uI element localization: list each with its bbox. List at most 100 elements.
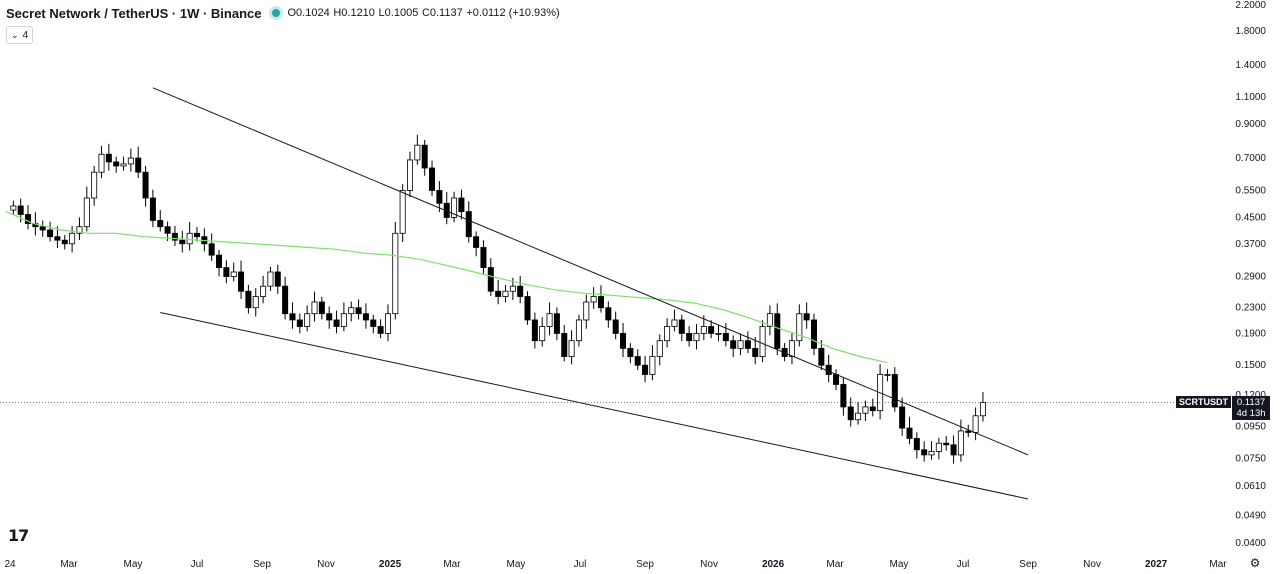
x-tick-label: Mar	[443, 559, 461, 570]
y-tick-label: 0.3700	[1235, 239, 1266, 250]
candle-down	[553, 313, 560, 334]
x-tick-label: Nov	[317, 559, 335, 570]
candle-down	[605, 307, 612, 321]
candle-down	[847, 406, 854, 421]
candle-up	[737, 340, 744, 349]
x-tick-label: Mar	[1209, 559, 1227, 570]
candle-down	[473, 236, 480, 248]
candle-up	[583, 301, 590, 321]
x-tick-label: Sep	[1019, 559, 1037, 570]
candle-up	[384, 313, 391, 334]
candle-up	[414, 144, 421, 161]
candle-down	[965, 430, 972, 433]
candle-down	[752, 347, 759, 357]
candle-up	[715, 333, 722, 335]
ohlc-close: C0.1137	[421, 7, 463, 19]
candle-down	[245, 290, 252, 309]
y-tick-label: 1.8000	[1235, 26, 1266, 37]
x-tick-label: May	[890, 559, 909, 570]
x-tick-label: 24	[4, 559, 16, 570]
candle-up	[76, 226, 83, 234]
candle-down	[296, 319, 303, 327]
candle-up	[539, 326, 546, 342]
candle-down	[833, 374, 840, 385]
candle-up	[546, 313, 553, 327]
candle-down	[54, 236, 61, 241]
y-tick-label: 0.0950	[1235, 422, 1266, 433]
candle-down	[913, 438, 920, 451]
candle-up	[509, 285, 516, 292]
y-tick-label: 0.2300	[1235, 303, 1266, 314]
candle-down	[113, 161, 120, 167]
candle-down	[774, 313, 781, 349]
candle-down	[906, 427, 913, 439]
y-tick-label: 0.1500	[1235, 360, 1266, 371]
x-tick-label: 2027	[1145, 559, 1168, 570]
candle-down	[921, 449, 928, 456]
candle-up	[267, 271, 274, 287]
y-tick-label: 0.5500	[1235, 185, 1266, 196]
candle-down	[318, 301, 325, 315]
candle-down	[208, 243, 215, 256]
candle-down	[436, 190, 443, 204]
x-tick-label: Mar	[60, 559, 78, 570]
candle-up	[392, 232, 399, 315]
candle-up	[671, 319, 678, 327]
candle-up	[230, 271, 237, 277]
gear-icon[interactable]: ⚙	[1249, 556, 1261, 570]
candle-up	[260, 285, 267, 297]
candle-down	[730, 340, 737, 349]
current-price: 0.1137	[1236, 397, 1266, 408]
candle-down	[612, 319, 619, 334]
moving-average-line	[5, 211, 888, 364]
candle-down	[135, 157, 142, 173]
symbol-title[interactable]: Secret Network / TetherUS · 1W · Binance	[6, 5, 262, 21]
candle-up	[127, 157, 134, 165]
candle-down	[531, 319, 538, 342]
indicators-count: 4	[22, 29, 29, 41]
candle-up	[69, 232, 76, 245]
candle-up	[83, 197, 90, 228]
chart-header: Secret Network / TetherUS · 1W · Binance…	[6, 4, 560, 22]
candle-down	[377, 326, 384, 334]
candle-up	[120, 163, 127, 167]
candle-up	[399, 190, 406, 234]
x-tick-label: Jul	[574, 559, 587, 570]
y-tick-label: 0.0610	[1235, 481, 1266, 492]
candle-down	[950, 444, 957, 456]
candle-up	[693, 333, 700, 342]
candle-down	[149, 197, 156, 221]
y-tick-label: 1.1000	[1235, 92, 1266, 103]
candle-down	[333, 319, 340, 327]
candle-up	[788, 340, 795, 357]
candle-up	[855, 412, 862, 421]
candle-down	[421, 144, 428, 169]
candle-down	[429, 167, 436, 191]
x-tick-label: Jul	[191, 559, 204, 570]
candle-up	[98, 153, 105, 173]
current-price-box: 0.1137 4d 13h	[1232, 396, 1270, 420]
candle-down	[524, 296, 531, 321]
candle-down	[840, 384, 847, 408]
tradingview-logo[interactable]: 17	[8, 526, 29, 545]
candle-down	[634, 356, 641, 366]
y-tick-label: 0.1200	[1235, 390, 1266, 401]
candle-down	[627, 347, 634, 357]
price-axis	[1228, 0, 1280, 574]
y-tick-label: 0.7000	[1235, 153, 1266, 164]
candle-down	[744, 340, 751, 349]
y-tick-label: 2.2000	[1235, 0, 1266, 11]
candle-up	[406, 159, 413, 191]
candle-up	[186, 232, 193, 245]
candle-down	[274, 271, 281, 287]
y-tick-label: 1.4000	[1235, 60, 1266, 71]
candle-up	[862, 406, 869, 414]
market-status-icon	[271, 9, 280, 17]
candle-down	[803, 313, 810, 321]
candle-down	[487, 267, 494, 292]
candle-up	[10, 205, 17, 211]
y-tick-label: 0.9000	[1235, 119, 1266, 130]
indicators-toggle[interactable]: ⌄ 4	[6, 26, 34, 44]
candle-up	[451, 197, 458, 218]
